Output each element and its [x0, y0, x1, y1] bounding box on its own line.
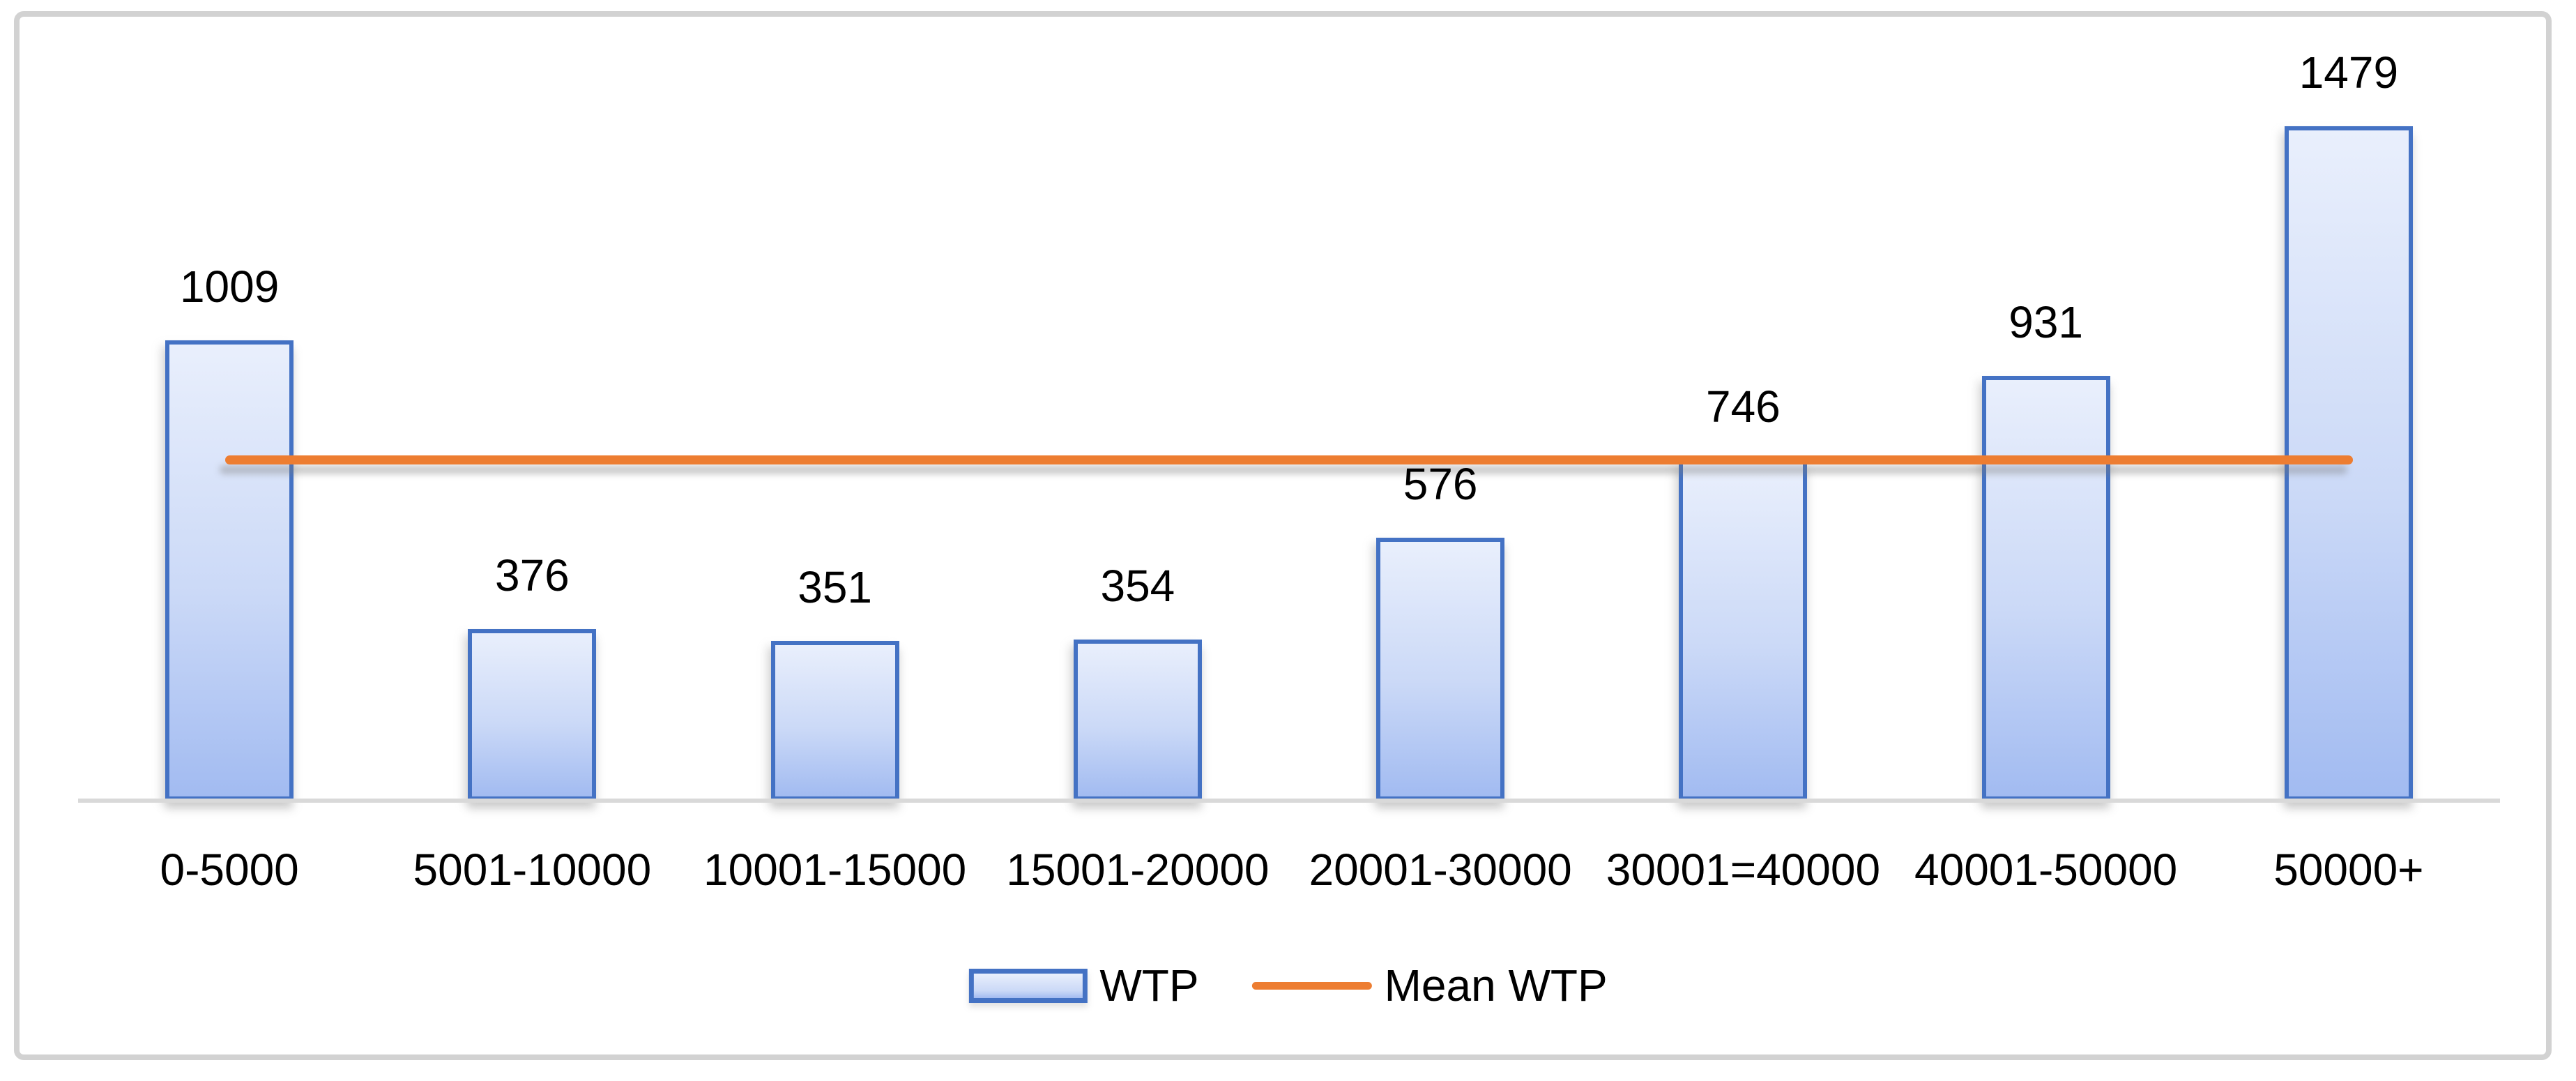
x-axis-label: 5001-10000	[413, 845, 652, 895]
x-axis-line	[78, 799, 2500, 803]
x-axis-label: 0-5000	[160, 845, 299, 895]
bar-value-label: 376	[494, 550, 570, 601]
bar-value-label: 576	[1403, 459, 1478, 510]
wtp-bar	[1981, 376, 2110, 801]
x-axis-label: 40001-50000	[1914, 845, 2178, 895]
wtp-bar	[1073, 639, 1202, 801]
x-axis-label: 20001-30000	[1309, 845, 1572, 895]
wtp-bar	[770, 640, 899, 801]
x-axis-label: 10001-15000	[703, 845, 967, 895]
bar-value-label: 1479	[2299, 47, 2399, 98]
line-swatch-icon	[1251, 981, 1372, 990]
figure-frame	[14, 11, 2552, 1060]
x-axis-label: 15001-20000	[1006, 845, 1270, 895]
x-axis-label: 50000+	[2273, 845, 2424, 895]
wtp-bar	[1679, 460, 1808, 801]
legend-label-wtp: WTP	[1099, 960, 1199, 1011]
bar-value-label: 1009	[179, 262, 280, 312]
legend-item-wtp: WTP	[968, 960, 1199, 1011]
mean-wtp-line	[225, 455, 2353, 464]
wtp-bar	[1376, 538, 1505, 801]
wtp-bar	[165, 340, 294, 801]
bar-value-label: 931	[2009, 297, 2084, 348]
bar-value-label: 746	[1705, 381, 1781, 432]
legend: WTP Mean WTP	[968, 960, 1608, 1011]
bar-value-label: 354	[1100, 560, 1175, 611]
bar-swatch-icon	[968, 968, 1088, 1003]
legend-label-mean-wtp: Mean WTP	[1384, 960, 1608, 1011]
bar-value-label: 351	[798, 561, 873, 612]
wtp-bar	[468, 629, 597, 801]
x-axis-label: 30001=40000	[1606, 845, 1881, 895]
legend-item-mean-wtp: Mean WTP	[1251, 960, 1608, 1011]
